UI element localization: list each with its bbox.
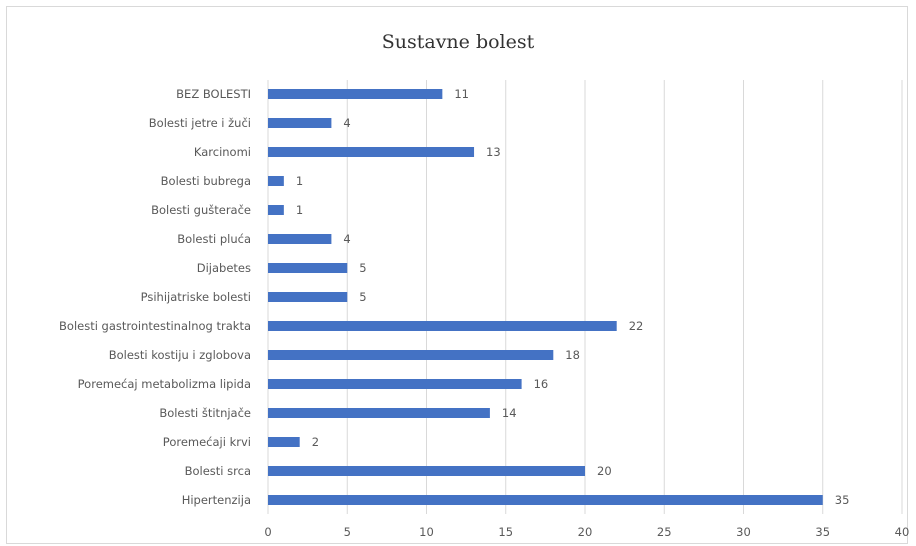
category-label: Bolesti kostiju i zglobova (109, 348, 251, 362)
bar (268, 205, 284, 215)
chart-title: Sustavne bolest (381, 31, 535, 53)
bar (268, 408, 490, 418)
category-label: Bolesti gušterače (151, 203, 251, 217)
category-label: Karcinomi (194, 145, 251, 159)
x-tick-label: 5 (344, 525, 351, 539)
bar (268, 466, 585, 476)
data-label: 1 (296, 203, 303, 217)
bar (268, 495, 823, 505)
bar (268, 292, 348, 302)
x-tick-label: 30 (736, 525, 751, 539)
x-tick-label: 10 (419, 525, 434, 539)
bar (268, 176, 284, 186)
x-tick-label: 35 (815, 525, 830, 539)
category-label: Bolesti jetre i žuči (149, 116, 251, 130)
category-label: BEZ BOLESTI (176, 87, 251, 101)
bar (268, 321, 617, 331)
category-label: Bolesti gastrointestinalnog trakta (59, 319, 251, 333)
bar (268, 437, 300, 447)
data-label: 16 (534, 377, 549, 391)
category-label: Poremećaj metabolizma lipida (78, 377, 251, 391)
bar (268, 350, 554, 360)
category-label: Hipertenzija (182, 493, 251, 507)
x-tick-label: 40 (895, 525, 910, 539)
bars (268, 89, 823, 505)
data-label: 4 (343, 116, 350, 130)
data-label: 5 (359, 261, 366, 275)
category-label: Bolesti pluća (177, 232, 251, 246)
data-label: 5 (359, 290, 366, 304)
data-label: 11 (454, 87, 469, 101)
bar (268, 379, 522, 389)
chart-frame (6, 6, 908, 544)
category-label: Psihijatriske bolesti (141, 290, 251, 304)
bar (268, 234, 332, 244)
bar (268, 147, 475, 157)
bar (268, 89, 443, 99)
data-label: 4 (343, 232, 350, 246)
data-label: 1 (296, 174, 303, 188)
data-label: 2 (312, 435, 319, 449)
bar (268, 263, 348, 273)
category-label: Bolesti bubrega (161, 174, 251, 188)
category-label: Poremećaji krvi (163, 435, 251, 449)
data-label: 35 (835, 493, 850, 507)
data-label: 22 (629, 319, 644, 333)
x-tick-label: 25 (657, 525, 672, 539)
gridlines (267, 80, 903, 514)
category-label: Dijabetes (197, 261, 251, 275)
x-tick-label: 15 (498, 525, 513, 539)
x-tick-label: 0 (264, 525, 271, 539)
data-label: 20 (597, 464, 612, 478)
x-tick-label: 20 (578, 525, 593, 539)
category-label: Bolesti srca (185, 464, 251, 478)
bar (268, 118, 332, 128)
data-label: 14 (502, 406, 517, 420)
data-label: 13 (486, 145, 501, 159)
category-label: Bolesti štitnjače (159, 406, 251, 420)
data-label: 18 (565, 348, 580, 362)
